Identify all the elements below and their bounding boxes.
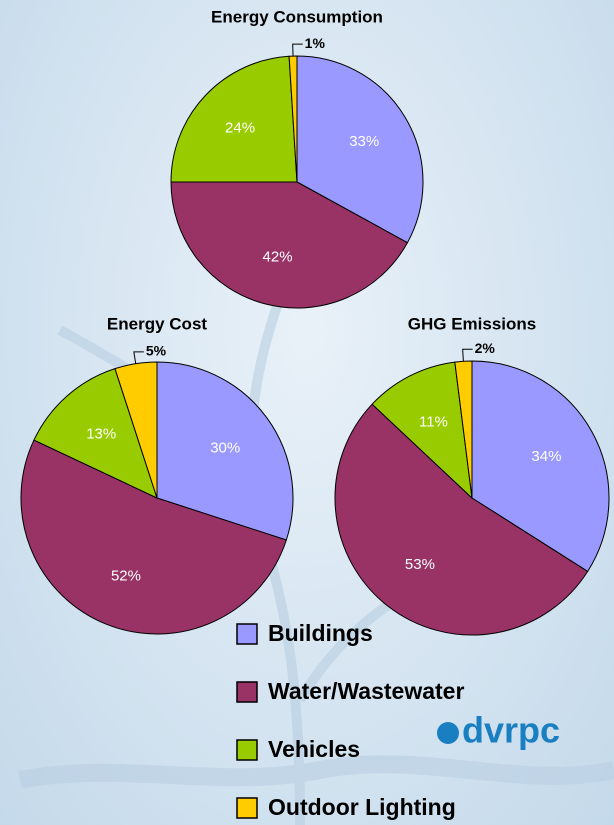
value-label: 53% — [405, 556, 435, 573]
legend-swatch — [237, 624, 257, 644]
leader-line — [463, 349, 473, 361]
value-label: 13% — [86, 426, 116, 443]
logo: dvrpc — [437, 710, 560, 751]
value-label: 33% — [349, 133, 379, 150]
leader-line — [134, 352, 144, 364]
leader-line — [293, 44, 303, 56]
legend-label: Water/Wastewater — [268, 678, 464, 704]
legend-label: Buildings — [268, 620, 373, 646]
legend-swatch — [237, 682, 257, 702]
logo-text: dvrpc — [462, 710, 560, 751]
chart: dvrpc Energy Consumption 33% 42% 24% 1% Energ… — [0, 0, 614, 825]
value-label: 2% — [475, 340, 496, 356]
chart-title: GHG Emissions — [408, 314, 536, 333]
legend-swatch — [237, 798, 257, 818]
value-label: 1% — [305, 35, 326, 51]
page: dvrpc Energy Consumption 33% 42% 24% 1% Energ… — [0, 0, 614, 825]
value-label: 52% — [111, 567, 141, 584]
value-label: 34% — [531, 448, 561, 465]
value-label: 11% — [419, 413, 448, 430]
logo-icon — [437, 722, 459, 744]
value-label: 24% — [225, 119, 255, 136]
legend-swatch — [237, 740, 257, 760]
chart-title: Energy Consumption — [211, 7, 383, 26]
legend-label: Vehicles — [268, 736, 360, 762]
value-label: 5% — [146, 343, 167, 359]
legend-label: Outdoor Lighting — [268, 794, 456, 820]
chart-title: Energy Cost — [107, 314, 207, 333]
value-label: 42% — [263, 249, 293, 266]
value-label: 30% — [210, 439, 240, 456]
